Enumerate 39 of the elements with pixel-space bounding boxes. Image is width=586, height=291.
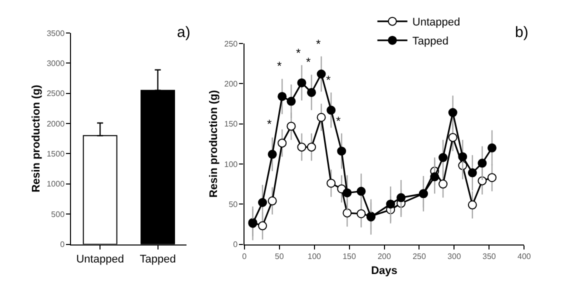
text: b) <box>515 24 528 41</box>
x-tick-label: 0 <box>242 252 248 261</box>
y-tick-label: 3500 <box>46 28 66 38</box>
legend-label: Untapped <box>412 16 460 29</box>
annotation: * <box>296 46 301 60</box>
annotation: * <box>326 73 331 87</box>
y-tick-label: 150 <box>224 120 238 129</box>
x-tick-label: 200 <box>378 252 392 261</box>
y-tick-label: 2500 <box>46 89 66 98</box>
y-tick-label: 100 <box>224 160 238 169</box>
x-tick-label: 50 <box>274 252 284 261</box>
y-tick-label: 1500 <box>46 150 66 159</box>
annotation: a) <box>177 24 190 41</box>
legend-label: Tapped <box>412 36 448 48</box>
x-axis-title: Days <box>371 265 398 278</box>
y-tick-label: 50 <box>228 200 238 209</box>
y-tick-label: 1000 <box>46 180 66 189</box>
x-tick-label: 150 <box>342 252 356 261</box>
y-axis-title: Resin production (g) <box>208 90 220 198</box>
y-tick-label: 2000 <box>46 119 66 128</box>
annotation: * <box>267 117 272 131</box>
x-tick-label: 350 <box>482 252 496 261</box>
x-tick-label: 100 <box>308 252 322 261</box>
x-tick-label: 300 <box>448 252 462 261</box>
annotation: * <box>277 59 282 73</box>
y-tick-label: 3000 <box>46 59 66 68</box>
annotation: * <box>336 114 341 128</box>
annotation: * <box>306 55 311 69</box>
y-axis-title: Resin production (g) <box>30 84 42 192</box>
x-tick-label: Untapped <box>76 254 124 266</box>
x-tick-label: 400 <box>518 252 532 261</box>
y-tick-label: 200 <box>224 79 238 88</box>
x-tick-label: 250 <box>412 252 426 261</box>
annotation: * <box>316 37 321 51</box>
y-tick-label: 0 <box>233 240 238 250</box>
y-tick-label: 250 <box>224 39 238 48</box>
y-tick-label: 500 <box>51 210 66 219</box>
x-tick-label: Tapped <box>140 254 176 266</box>
y-tick-label: 0 <box>60 240 66 250</box>
